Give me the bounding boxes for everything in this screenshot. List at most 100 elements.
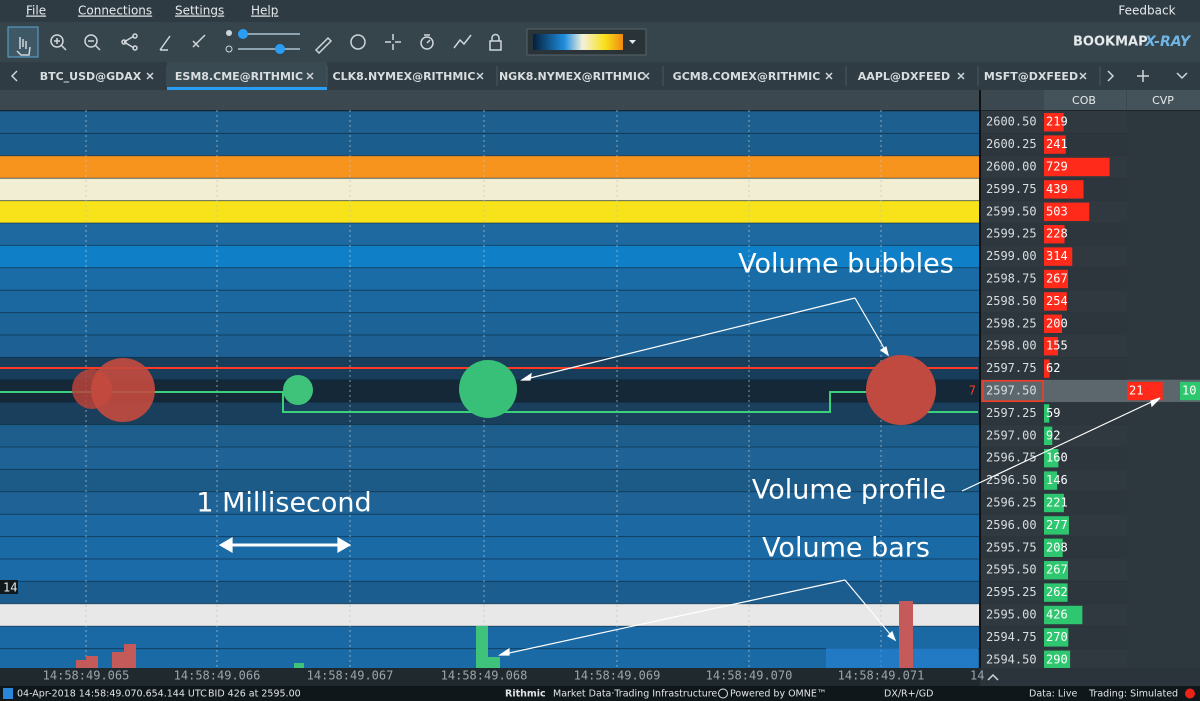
menu-item[interactable]: Connections [78, 4, 152, 18]
tab-label[interactable]: BTC_USD@GDAX [40, 70, 142, 83]
cob-size: 270 [1046, 630, 1068, 644]
status-data: Data: Live [1029, 689, 1077, 700]
tab-close[interactable] [306, 72, 314, 80]
add-tab[interactable] [1137, 70, 1149, 82]
cvp-cell [1127, 469, 1200, 492]
tabs: BTC_USD@GDAX ESM8.CME@RITHMIC CLK8.NYMEX@R… [40, 62, 1101, 90]
cvp-cell [1127, 402, 1200, 425]
cob-size: 267 [1046, 563, 1068, 577]
pencil[interactable] [314, 36, 333, 55]
heatmap-row [0, 111, 980, 134]
cob-bar [1044, 583, 1068, 602]
ladder-footer [980, 668, 1200, 686]
tab-menu[interactable] [1176, 72, 1188, 80]
tab-close[interactable] [957, 72, 965, 80]
cvp-cell [1127, 648, 1200, 671]
price: 2595.50 [986, 563, 1037, 577]
price: 2598.75 [986, 272, 1037, 286]
cob-bar [1044, 449, 1059, 468]
cvp-cell [1127, 178, 1200, 201]
indicator[interactable] [453, 34, 472, 49]
cob-size: 314 [1046, 249, 1068, 263]
heatmap-row [0, 469, 980, 492]
active-tab [167, 62, 327, 90]
tab-close[interactable] [146, 72, 154, 80]
cob-bar [1044, 292, 1067, 311]
cvp-cell [1127, 491, 1200, 515]
link[interactable] [192, 34, 206, 48]
tab-label[interactable]: MSFT@DXFEED [984, 70, 1078, 83]
tab-label[interactable]: ESM8.CME@RITHMIC [175, 70, 303, 83]
zoom-in[interactable] [50, 34, 64, 48]
scroll-up[interactable] [987, 673, 999, 681]
hand-icon[interactable] [16, 37, 31, 56]
zoom-out[interactable] [84, 34, 98, 48]
volume-bubble [866, 355, 936, 425]
slider-knob[interactable] [275, 44, 285, 54]
price: 2597.25 [986, 406, 1037, 420]
cvp-cell [1127, 245, 1200, 268]
tab-close[interactable] [1079, 72, 1087, 80]
active-tab-underline [167, 87, 327, 90]
price: 2597.75 [986, 361, 1037, 375]
menu-item[interactable]: Settings [175, 4, 224, 18]
tab-close[interactable] [476, 72, 484, 80]
menu-item[interactable]: File [26, 4, 46, 18]
timer[interactable] [420, 36, 434, 50]
tab-close[interactable] [825, 72, 833, 80]
cvp-cell [1127, 536, 1200, 559]
price: 2596.75 [986, 451, 1037, 465]
trading-indicator [1185, 688, 1195, 699]
cob-bar [1044, 359, 1050, 378]
price: 2596.25 [986, 496, 1037, 510]
time-label: 14:58:49.066 [174, 669, 261, 683]
slider-knob[interactable] [238, 29, 248, 39]
cob-size: 92 [1046, 428, 1060, 442]
cob-bar [1044, 426, 1053, 445]
cob-header [1044, 90, 1126, 110]
cob-size: 59 [1046, 406, 1060, 420]
price: 2599.25 [986, 227, 1037, 241]
status-bid: BID 426 at 2595.00 [208, 689, 301, 700]
cob-bar [1044, 113, 1064, 132]
annotation: Volume bars [762, 533, 930, 564]
menu-bar [0, 0, 1200, 22]
cvp-header [1127, 90, 1200, 110]
volume-bars [76, 601, 978, 668]
heatmap-row [0, 424, 980, 447]
cvp-cell [1127, 447, 1200, 470]
cvp-cell [1127, 581, 1200, 604]
tab-label[interactable]: NGK8.NYMEX@RITHMIC [499, 70, 645, 83]
price: 2598.00 [986, 339, 1037, 353]
cob-size: 254 [1046, 294, 1068, 308]
tab-scroll-left[interactable] [10, 70, 18, 82]
heatmap-row [0, 133, 980, 156]
cvp-buy-bar [1180, 381, 1200, 401]
tab-label[interactable]: CLK8.NYMEX@RITHMIC [333, 70, 476, 83]
tab-close[interactable] [642, 72, 650, 80]
lock[interactable] [489, 40, 502, 51]
tool[interactable] [159, 35, 171, 51]
time-label: 14:58:49.070 [706, 669, 793, 683]
price: 2600.50 [986, 115, 1037, 129]
cob-bar [1044, 269, 1069, 289]
feedback[interactable]: Feedback [1118, 4, 1175, 18]
tab-label[interactable]: GCM8.COMEX@RITHMIC [673, 70, 821, 83]
cob-size: 62 [1046, 361, 1060, 375]
tab-scroll-right[interactable] [1107, 70, 1115, 82]
menu-item[interactable]: Help [251, 4, 278, 18]
tab-label[interactable]: AAPL@DXFEED [858, 70, 950, 83]
time-label: 14:58:49.065 [43, 669, 130, 683]
heatmap-row [0, 155, 980, 179]
price: 2596.50 [986, 473, 1037, 487]
chat[interactable] [350, 34, 366, 50]
time-label: 14:58:49.068 [441, 669, 528, 683]
palette-gradient [533, 34, 623, 50]
time-label: 14:58:49.067 [307, 669, 394, 683]
trade-marker: 7 [969, 384, 976, 398]
volume-marker: 14 [3, 581, 17, 595]
cob-size: 426 [1046, 608, 1068, 622]
crosshair[interactable] [385, 34, 401, 50]
cob-bar [1044, 471, 1058, 490]
